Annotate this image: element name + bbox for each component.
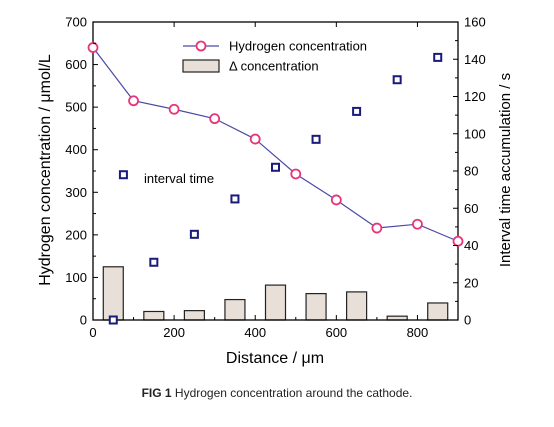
y-left-tick-label: 700 — [65, 15, 87, 30]
data-point — [209, 113, 221, 125]
x-tick-label: 800 — [407, 325, 429, 340]
legend-circle-swatch — [195, 40, 207, 52]
interval-time-annotation: interval time — [144, 171, 214, 186]
y-left-tick-label: 100 — [65, 270, 87, 285]
legend: Hydrogen concentration Δ concentration — [182, 39, 367, 74]
x-tick-label: 600 — [325, 325, 347, 340]
square-point — [118, 170, 128, 180]
delta-concentration-bars — [102, 266, 449, 321]
square-point — [189, 229, 199, 239]
bar — [427, 302, 449, 321]
square-point — [311, 134, 321, 144]
y-left-tick-label: 300 — [65, 185, 87, 200]
y-right-tick-label: 60 — [464, 201, 478, 216]
data-point — [452, 235, 464, 247]
bar — [305, 293, 327, 321]
bar — [264, 284, 287, 321]
bar — [224, 298, 246, 321]
y-right-tick-label: 80 — [464, 164, 478, 179]
y-right-tick-label: 140 — [464, 52, 486, 67]
square-point — [230, 194, 240, 204]
y-right-tick-label: 20 — [464, 275, 478, 290]
data-point — [290, 168, 302, 180]
hydrogen-concentration-line — [87, 42, 464, 247]
data-point — [330, 194, 342, 206]
bar — [346, 291, 368, 321]
legend-label-delta: Δ concentration — [229, 59, 319, 74]
bar — [143, 310, 165, 321]
y-right-tick-label: 40 — [464, 238, 478, 253]
square-point — [149, 257, 159, 267]
y-axis-left-title: Hydrogen concentration / μmol/L — [37, 54, 54, 286]
y-left-tick-label: 500 — [65, 100, 87, 115]
y-left-tick-label: 400 — [65, 142, 87, 157]
y-right-tick-label: 160 — [464, 15, 486, 30]
axis-ticks: 0 200 400 600 800 0 100 200 300 400 500 600 700 0 20 40… — [65, 15, 485, 341]
figure-caption: FIG 1 Hydrogen concentration around the … — [0, 386, 554, 400]
y-left-tick-label: 600 — [65, 57, 87, 72]
y-right-tick-label: 0 — [464, 313, 471, 328]
caption-text: Hydrogen concentration around the cathod… — [171, 386, 413, 400]
square-point — [271, 162, 280, 172]
data-point — [168, 103, 180, 115]
bar — [102, 266, 124, 321]
data-point — [371, 222, 383, 234]
y-left-tick-label: 200 — [65, 227, 87, 242]
data-point — [249, 133, 261, 145]
data-point — [128, 95, 139, 107]
square-point — [108, 315, 118, 325]
y-axis-right-title: Interval time accumulation / s — [497, 73, 514, 267]
chart: 0 200 400 600 800 0 100 200 300 400 500 600 700 0 20 40… — [37, 15, 514, 368]
y-left-tick-label: 0 — [80, 313, 87, 328]
data-point — [87, 42, 99, 53]
y-right-tick-label: 100 — [464, 126, 486, 141]
legend-bar-swatch — [182, 59, 220, 73]
y-right-tick-label: 120 — [464, 89, 486, 104]
bar — [183, 310, 205, 321]
x-tick-label: 200 — [163, 325, 185, 340]
data-point — [412, 218, 423, 230]
interval-time-points — [108, 52, 443, 325]
series-line — [92, 47, 459, 242]
square-point — [433, 52, 443, 62]
legend-label-hydrogen: Hydrogen concentration — [229, 39, 367, 54]
x-tick-label: 400 — [244, 325, 266, 340]
square-point — [352, 106, 362, 116]
square-point — [392, 75, 402, 85]
x-axis-title: Distance / μm — [226, 350, 324, 367]
x-tick-label: 0 — [89, 325, 96, 340]
caption-label: FIG 1 — [141, 386, 172, 400]
